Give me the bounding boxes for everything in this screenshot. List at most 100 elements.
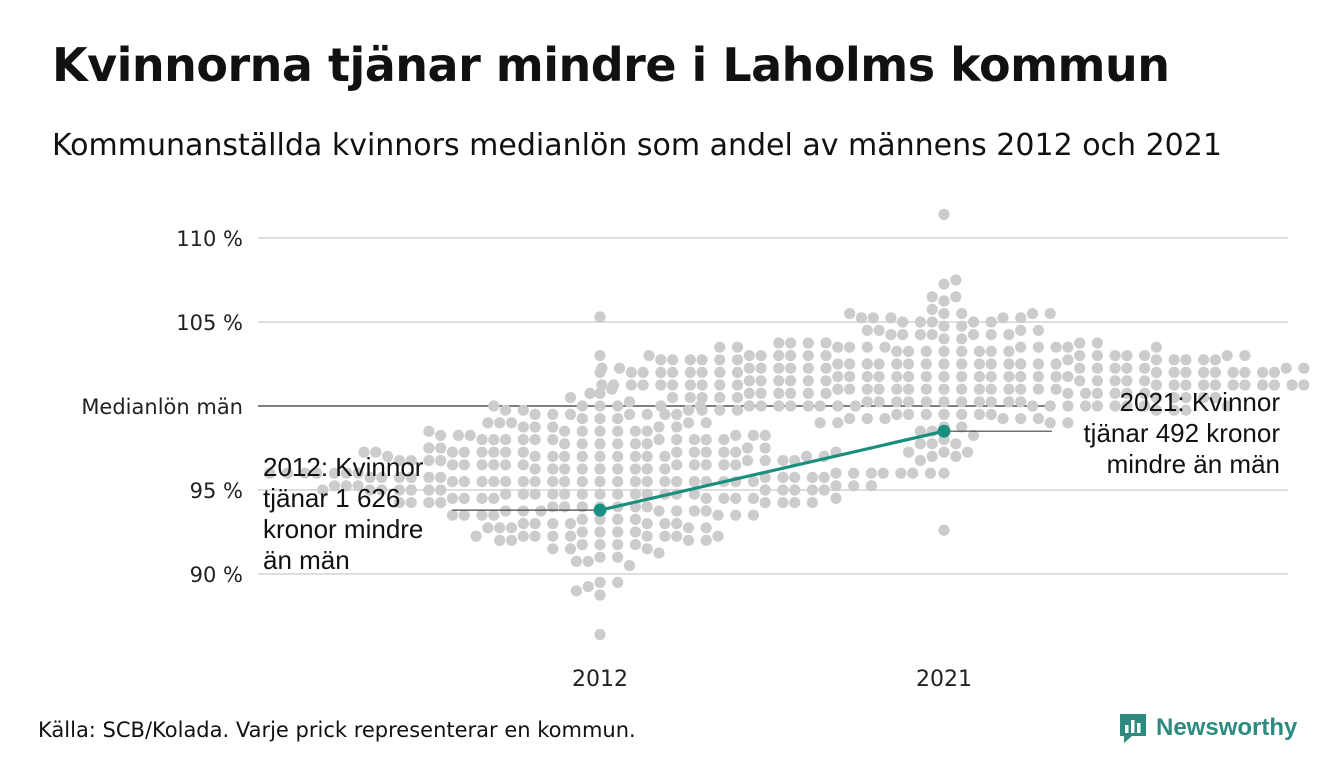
swarm-dot (1044, 417, 1056, 429)
swarm-dot (967, 316, 980, 328)
swarm-dot (1062, 354, 1074, 366)
swarm-dot (1121, 350, 1133, 362)
annotation-2012-line: 2012: Kvinnor (263, 452, 424, 482)
swarm-dot (559, 488, 571, 500)
brand-logo[interactable]: Newsworthy (1118, 712, 1297, 744)
swarm-dot (625, 366, 637, 378)
swarm-dot (759, 455, 771, 467)
swarm-dot (559, 476, 571, 488)
swarm-dot (382, 450, 394, 462)
swarm-dot (281, 467, 293, 479)
swarm-dot (773, 362, 785, 374)
swarm-dot (547, 450, 559, 462)
swarm-dot (891, 358, 903, 370)
swarm-dot (956, 333, 968, 345)
swarm-dot (641, 425, 653, 437)
swarm-dot (973, 383, 986, 395)
swarm-dot (517, 476, 529, 488)
swarm-dot (867, 312, 879, 324)
swarm-dot (718, 492, 730, 504)
swarm-dot (1268, 366, 1280, 378)
swarm-dot (423, 497, 435, 509)
swarm-dot (903, 358, 915, 370)
swarm-dot (1268, 379, 1280, 391)
swarm-dot (718, 434, 730, 446)
swarm-dot (1003, 345, 1015, 357)
swarm-dot (311, 467, 323, 479)
annotation-2012-line: kronor mindre (263, 514, 423, 544)
swarm-dot (594, 350, 606, 362)
swarm-dot (814, 400, 826, 412)
swarm-dot (500, 459, 512, 471)
swarm-dot (576, 438, 588, 450)
swarm-dot (973, 396, 986, 408)
swarm-dot (712, 509, 724, 521)
swarm-dot (938, 345, 950, 357)
swarm-dot (1180, 366, 1192, 378)
swarm-dot (844, 413, 856, 425)
swarm-dot (759, 442, 771, 454)
swarm-dot (688, 434, 701, 446)
swarm-dot (785, 350, 797, 362)
swarm-dot (885, 329, 897, 341)
swarm-dot (848, 467, 860, 479)
swarm-dot (529, 488, 541, 500)
swarm-dot (696, 392, 708, 404)
swarm-dot (529, 434, 541, 446)
swarm-dot (802, 400, 814, 412)
swarm-dot (773, 400, 785, 412)
swarm-dot (1239, 350, 1251, 362)
swarm-dot (612, 425, 624, 437)
swarm-dot (1139, 387, 1151, 399)
swarm-dot (741, 455, 754, 467)
swarm-dot (594, 387, 606, 399)
swarm-dot (547, 421, 559, 433)
swarm-dot (903, 446, 915, 458)
swarm-dot (625, 379, 637, 391)
reference-line-label: Medianlön män (81, 395, 243, 419)
swarm-dot (529, 408, 541, 420)
swarm-dot (844, 308, 856, 320)
swarm-dot (973, 371, 986, 383)
swarm-dot (743, 350, 755, 362)
swarm-dot (608, 379, 620, 391)
swarm-dot (800, 450, 813, 462)
swarm-dot (564, 408, 577, 420)
swarm-dot (641, 438, 653, 450)
swarm-dot (641, 408, 653, 420)
swarm-dot (1015, 383, 1027, 395)
swarm-dot (731, 392, 744, 404)
swarm-dot (559, 438, 571, 450)
swarm-dot (653, 505, 665, 517)
swarm-dot (926, 329, 938, 341)
swarm-dot (802, 350, 814, 362)
highlight-point-2021 (937, 424, 951, 438)
swarm-dot (517, 459, 529, 471)
swarm-dot (517, 434, 529, 446)
swarm-dot (641, 450, 653, 462)
swarm-dot (435, 429, 447, 441)
swarm-dot (500, 434, 512, 446)
swarm-dot (1074, 350, 1086, 362)
swarm-dot (973, 408, 986, 420)
swarm-dot (535, 505, 547, 517)
chart-title: Kvinnorna tjänar mindre i Laholms kommun (52, 38, 1170, 92)
swarm-dot (755, 387, 767, 399)
swarm-dot (576, 539, 588, 551)
swarm-dot (920, 345, 932, 357)
swarm-dot (730, 509, 742, 521)
swarm-dot (641, 488, 653, 500)
swarm-dot (328, 467, 341, 479)
swarm-dot (494, 534, 506, 547)
swarm-dot (938, 278, 950, 290)
swarm-dot (891, 371, 903, 383)
swarm-dot (1168, 404, 1180, 416)
swarm-dot (476, 459, 488, 471)
swarm-dot (340, 480, 352, 492)
swarm-dot (700, 534, 712, 547)
swarm-dot (844, 341, 856, 353)
swarm-dot (777, 497, 789, 509)
swarm-dot (452, 429, 464, 441)
swarm-dot (700, 505, 712, 517)
swarm-dot (1050, 383, 1062, 395)
